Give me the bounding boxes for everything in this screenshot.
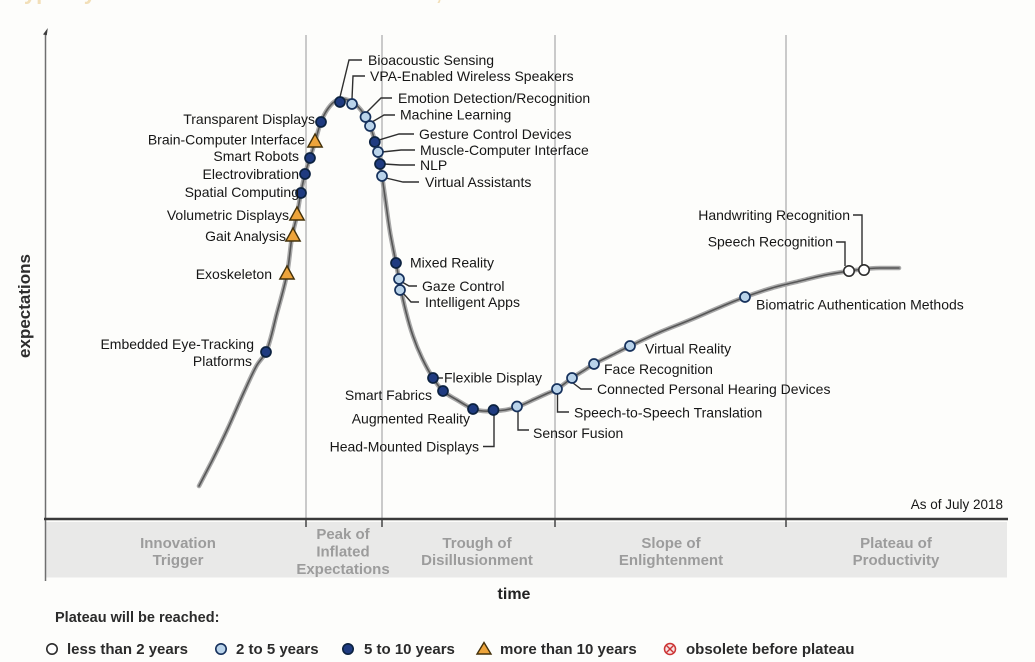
svg-text:2 to 5 years: 2 to 5 years bbox=[236, 641, 319, 658]
svg-text:Plateau of: Plateau of bbox=[860, 535, 933, 552]
svg-text:Face Recognition: Face Recognition bbox=[604, 361, 713, 377]
svg-text:Disillusionment: Disillusionment bbox=[421, 552, 533, 569]
svg-text:As of July 2018: As of July 2018 bbox=[911, 497, 1003, 512]
svg-text:Gait Analysis: Gait Analysis bbox=[205, 228, 286, 244]
svg-text:more than 10 years: more than 10 years bbox=[500, 641, 637, 658]
svg-text:Trigger: Trigger bbox=[153, 552, 204, 569]
svg-text:Transparent Displays: Transparent Displays bbox=[183, 111, 315, 127]
svg-text:Platforms: Platforms bbox=[193, 353, 252, 369]
svg-text:time: time bbox=[498, 586, 531, 603]
svg-text:Spatial Computing: Spatial Computing bbox=[185, 184, 299, 200]
svg-text:Mixed Reality: Mixed Reality bbox=[410, 255, 494, 271]
svg-text:Brain-Computer Interface: Brain-Computer Interface bbox=[148, 132, 305, 148]
svg-text:Embedded Eye-Tracking: Embedded Eye-Tracking bbox=[100, 336, 254, 352]
svg-text:Exoskeleton: Exoskeleton bbox=[196, 266, 272, 282]
svg-text:Handwriting Recognition: Handwriting Recognition bbox=[698, 207, 850, 223]
svg-text:Volumetric Displays: Volumetric Displays bbox=[167, 207, 289, 223]
svg-text:Slope of: Slope of bbox=[641, 535, 701, 552]
svg-text:obsolete before plateau: obsolete before plateau bbox=[686, 641, 854, 658]
svg-text:NLP: NLP bbox=[420, 157, 447, 173]
svg-text:Gesture Control Devices: Gesture Control Devices bbox=[419, 126, 572, 142]
svg-text:Innovation: Innovation bbox=[140, 535, 216, 552]
svg-text:Machine Learning: Machine Learning bbox=[400, 107, 511, 123]
svg-text:Augmented Reality: Augmented Reality bbox=[352, 411, 470, 427]
svg-text:less than 2 years: less than 2 years bbox=[67, 641, 188, 658]
svg-text:VPA-Enabled Wireless Speakers: VPA-Enabled Wireless Speakers bbox=[370, 68, 574, 84]
svg-text:Bioacoustic Sensing: Bioacoustic Sensing bbox=[368, 52, 494, 68]
svg-text:Smart Fabrics: Smart Fabrics bbox=[345, 387, 432, 403]
svg-text:Connected Personal Hearing Dev: Connected Personal Hearing Devices bbox=[597, 381, 830, 397]
svg-text:Sensor Fusion: Sensor Fusion bbox=[533, 425, 623, 441]
svg-text:Plateau will be reached:: Plateau will be reached: bbox=[55, 610, 219, 626]
svg-text:Emotion Detection/Recognition: Emotion Detection/Recognition bbox=[398, 90, 590, 106]
svg-text:Speech Recognition: Speech Recognition bbox=[708, 234, 833, 250]
svg-text:Peak of: Peak of bbox=[316, 526, 370, 543]
svg-text:Muscle-Computer Interface: Muscle-Computer Interface bbox=[420, 142, 589, 158]
svg-text:Virtual Assistants: Virtual Assistants bbox=[425, 174, 531, 190]
svg-text:Productivity: Productivity bbox=[853, 552, 940, 569]
svg-text:Virtual Reality: Virtual Reality bbox=[645, 341, 731, 357]
svg-text:Smart Robots: Smart Robots bbox=[213, 148, 299, 164]
svg-text:expectations: expectations bbox=[15, 254, 34, 358]
svg-text:Biomatric Authentication Metho: Biomatric Authentication Methods bbox=[756, 296, 964, 312]
svg-text:Head-Mounted Displays: Head-Mounted Displays bbox=[330, 439, 479, 455]
svg-text:Enlightenment: Enlightenment bbox=[619, 552, 723, 569]
svg-text:Intelligent Apps: Intelligent Apps bbox=[425, 294, 520, 310]
svg-text:5 to 10 years: 5 to 10 years bbox=[364, 641, 455, 658]
svg-text:Speech-to-Speech Translation: Speech-to-Speech Translation bbox=[574, 405, 762, 421]
svg-text:Expectations: Expectations bbox=[296, 561, 389, 578]
svg-text:Trough of: Trough of bbox=[442, 535, 512, 552]
svg-text:Flexible Display: Flexible Display bbox=[444, 370, 542, 386]
svg-text:Gaze Control: Gaze Control bbox=[422, 278, 504, 294]
svg-text:Hype Cycle for Human-Machine I: Hype Cycle for Human-Machine Interface, … bbox=[8, 0, 497, 5]
svg-text:Inflated: Inflated bbox=[316, 544, 369, 561]
svg-text:Electrovibration: Electrovibration bbox=[203, 166, 300, 182]
